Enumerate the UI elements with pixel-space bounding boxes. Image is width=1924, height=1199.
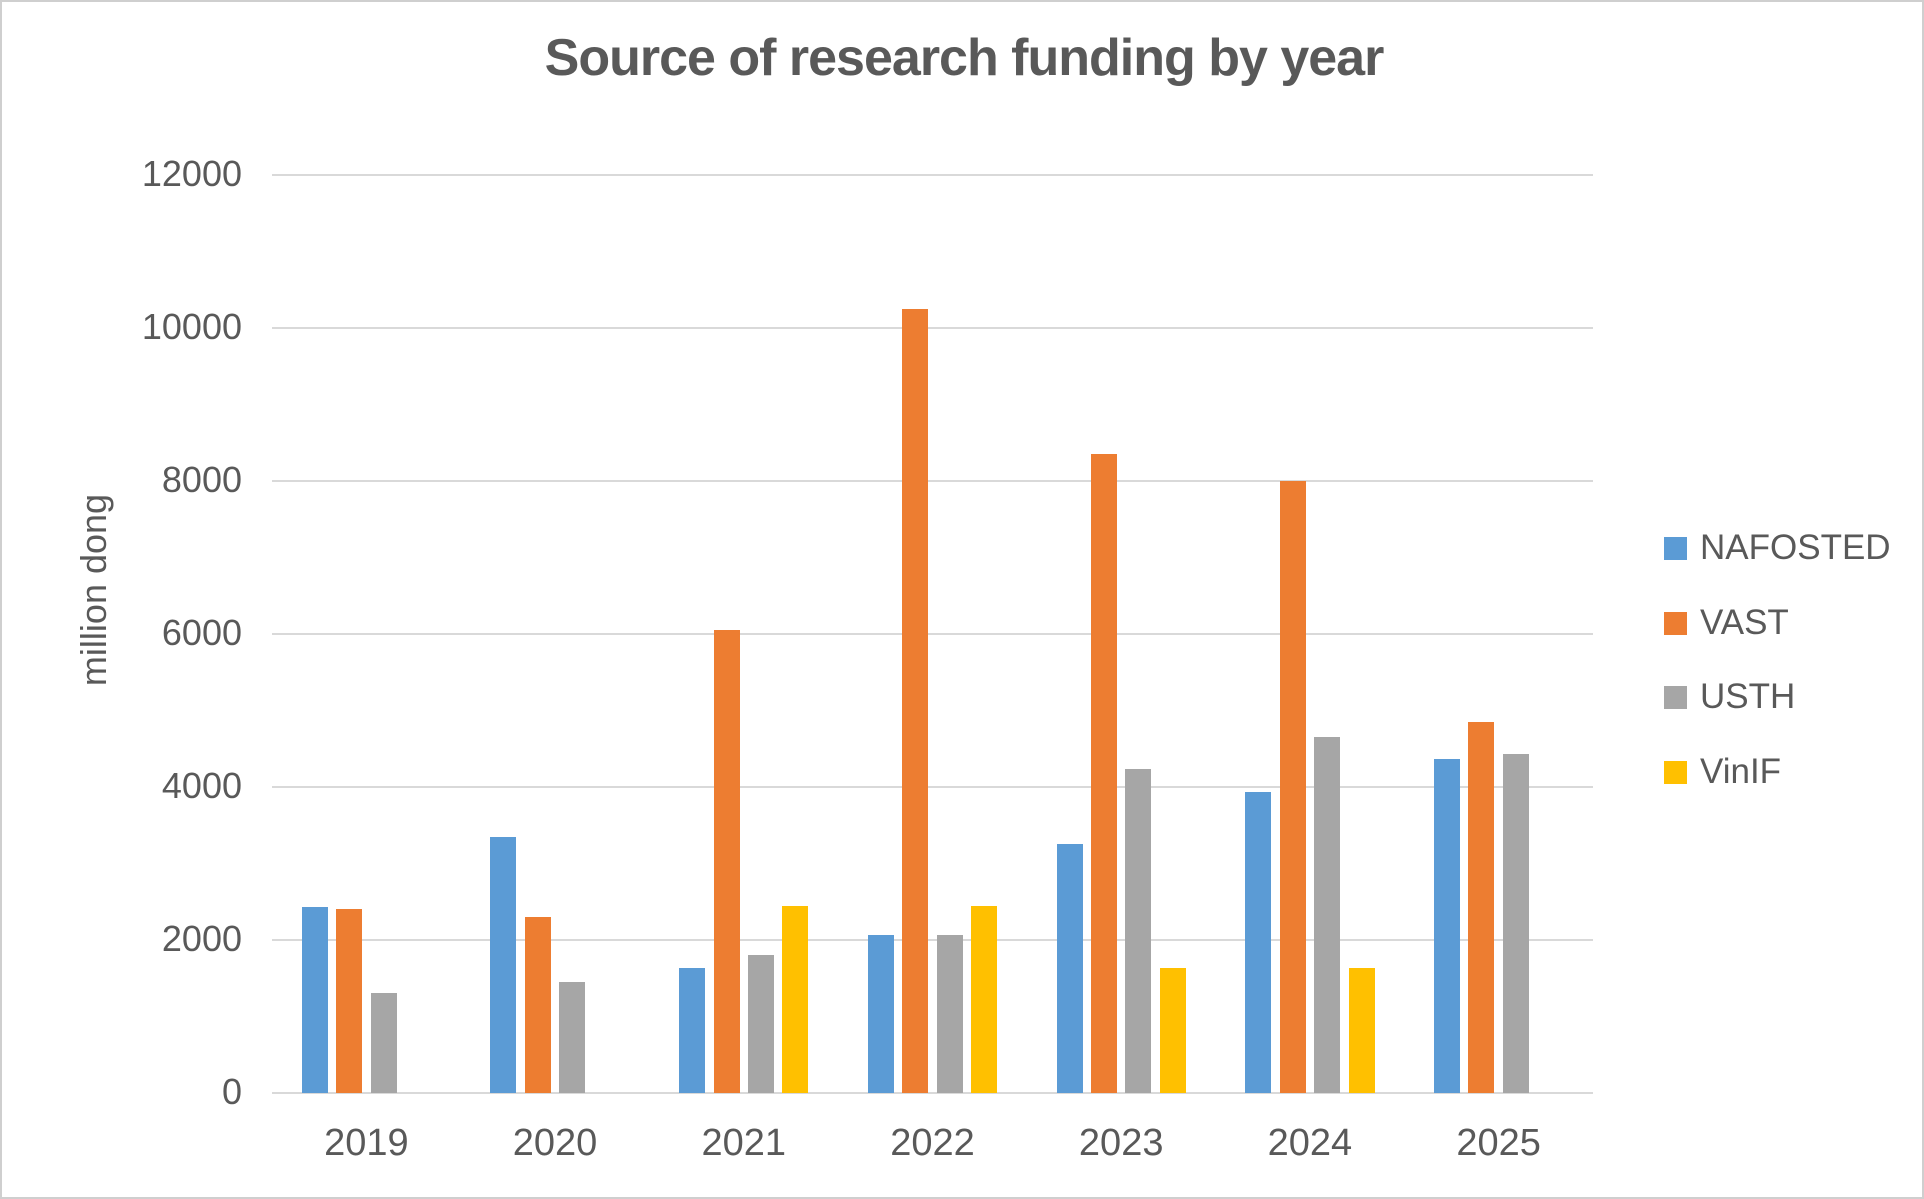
legend-swatch-vast xyxy=(1664,611,1687,635)
bar-nafosted-2020 xyxy=(490,836,517,1093)
y-tick-label: 2000 xyxy=(161,918,242,959)
bar-nafosted-2023 xyxy=(1056,843,1083,1093)
bar-usth-2023 xyxy=(1125,769,1152,1093)
bar-vast-2023 xyxy=(1091,454,1117,1093)
x-tick-label: 2019 xyxy=(324,1122,409,1164)
gridline xyxy=(272,480,1593,482)
x-tick-label: 2022 xyxy=(890,1122,975,1164)
x-tick-label: 2023 xyxy=(1078,1122,1164,1164)
bar-vast-2022 xyxy=(902,308,929,1093)
bar-nafosted-2019 xyxy=(301,907,328,1093)
gridline xyxy=(272,786,1593,788)
legend-swatch-vinif xyxy=(1664,760,1687,784)
bar-nafosted-2024 xyxy=(1245,792,1272,1093)
bar-vast-2021 xyxy=(713,630,740,1093)
x-tick-label: 2025 xyxy=(1456,1122,1541,1164)
bar-vast-2020 xyxy=(524,917,551,1093)
bar-usth-2022 xyxy=(936,934,963,1093)
legend-swatch-usth xyxy=(1664,685,1687,709)
bar-vinif-2022 xyxy=(971,905,998,1093)
y-tick-label: 4000 xyxy=(161,765,242,806)
bar-usth-2019 xyxy=(370,992,397,1093)
bar-usth-2020 xyxy=(559,982,586,1093)
y-tick-label: 0 xyxy=(221,1071,242,1112)
bar-vast-2024 xyxy=(1279,481,1306,1093)
x-axis-line xyxy=(272,1092,1593,1094)
y-tick-label: 6000 xyxy=(161,612,242,653)
y-tick-label: 10000 xyxy=(141,306,242,347)
gridline xyxy=(272,174,1593,176)
bar-nafosted-2025 xyxy=(1434,758,1461,1093)
y-tick-label: 12000 xyxy=(141,153,242,194)
bar-usth-2024 xyxy=(1314,737,1341,1093)
legend-swatch-nafosted xyxy=(1664,536,1687,560)
gridline xyxy=(272,939,1593,941)
bar-vinif-2023 xyxy=(1159,968,1186,1093)
gridline xyxy=(272,327,1593,329)
x-tick-label: 2020 xyxy=(512,1122,598,1164)
bar-vinif-2021 xyxy=(782,905,809,1093)
bar-nafosted-2022 xyxy=(867,935,894,1093)
x-tick-label: 2024 xyxy=(1267,1122,1353,1164)
legend-label: USTH xyxy=(1700,677,1796,716)
gridline xyxy=(272,633,1593,635)
legend-item-usth: USTH xyxy=(1664,677,1795,717)
legend-item-vinif: VinIF xyxy=(1664,752,1781,792)
y-tick-label: 8000 xyxy=(161,459,242,500)
bar-usth-2025 xyxy=(1502,754,1529,1093)
x-tick-label: 2021 xyxy=(701,1122,787,1164)
legend-item-vast: VAST xyxy=(1664,603,1789,643)
bar-usth-2021 xyxy=(747,954,774,1093)
chart-title: Source of research funding by year xyxy=(544,29,1385,87)
bar-vast-2019 xyxy=(336,908,363,1093)
legend-item-nafosted: NAFOSTED xyxy=(1664,528,1891,568)
bar-vast-2025 xyxy=(1468,721,1495,1093)
legend-label: VinIF xyxy=(1700,752,1782,791)
legend-label: NAFOSTED xyxy=(1700,528,1891,567)
legend-label: VAST xyxy=(1700,603,1789,642)
bar-nafosted-2021 xyxy=(679,968,706,1093)
bar-vinif-2024 xyxy=(1348,968,1375,1093)
